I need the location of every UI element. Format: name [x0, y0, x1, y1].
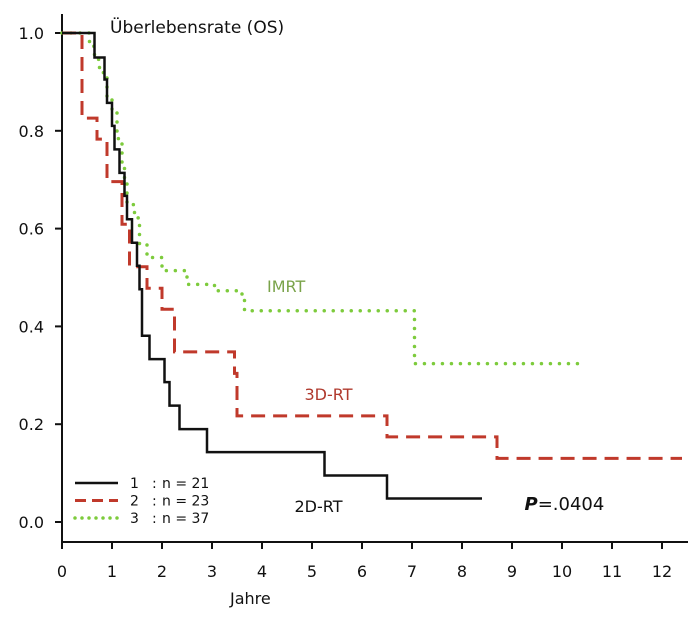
- x-tick-label: 11: [602, 562, 622, 581]
- x-tick-label: 3: [207, 562, 217, 581]
- series-group: [60, 31, 682, 500]
- x-tick-label: 2: [157, 562, 167, 581]
- x-tick-label: 10: [552, 562, 572, 581]
- y-tick-label: 0.2: [19, 415, 44, 434]
- ticks-group: 0.00.20.40.60.81.00 1 2 3 4 5 6 7 8 9 10 11 12: [19, 24, 673, 581]
- x-tick-label: 8: [457, 562, 467, 581]
- x-tick-label: 6: [357, 562, 367, 581]
- x-tick-label: 4: [257, 562, 267, 581]
- legend-label-1: n = 21: [162, 476, 209, 492]
- legend-key-1: 1: [130, 476, 139, 492]
- y-tick-label: 0.4: [19, 317, 44, 336]
- x-tick-label: 5: [307, 562, 317, 581]
- x-tick-label: 1: [107, 562, 117, 581]
- chart-title: Überlebensrate (OS): [110, 16, 284, 38]
- y-tick-label: 0.0: [19, 513, 44, 532]
- y-tick-label: 1.0: [19, 24, 44, 43]
- y-tick-label: 0.6: [19, 220, 44, 239]
- x-tick-label: 0: [57, 562, 67, 581]
- series-annotation-imrt: IMRT: [267, 277, 305, 296]
- x-tick-label: 9: [507, 562, 517, 581]
- p-value-prefix: P: [525, 494, 538, 515]
- legend-separator: :: [152, 476, 157, 492]
- x-tick-label: 12: [652, 562, 672, 581]
- series-line-3d-rt: [62, 31, 682, 460]
- legend-separator: :: [152, 494, 157, 510]
- y-tick-label: 0.8: [19, 122, 44, 141]
- series-annotation-3d-rt: 3D-RT: [305, 385, 353, 404]
- legend: 1: n = 21 2: n = 23 3: n = 37: [73, 476, 209, 527]
- series-line-imrt: [60, 31, 584, 366]
- x-axis-label: Jahre: [229, 589, 271, 608]
- series-annotation-2d-rt: 2D-RT: [295, 497, 343, 516]
- p-value-annotation: P=.0404: [525, 494, 605, 515]
- legend-label-3: n = 37: [162, 511, 209, 527]
- p-value-number: =.0404: [538, 494, 605, 515]
- legend-key-3: 3: [130, 511, 139, 527]
- series-line-2d-rt: [62, 31, 482, 500]
- axes-group: [61, 14, 688, 543]
- legend-label-2: n = 23: [162, 494, 209, 510]
- legend-key-2: 2: [130, 494, 139, 510]
- x-tick-label: 7: [407, 562, 417, 581]
- legend-separator: :: [152, 511, 157, 527]
- annotations-group: IMRT 3D-RT 2D-RT: [267, 277, 353, 516]
